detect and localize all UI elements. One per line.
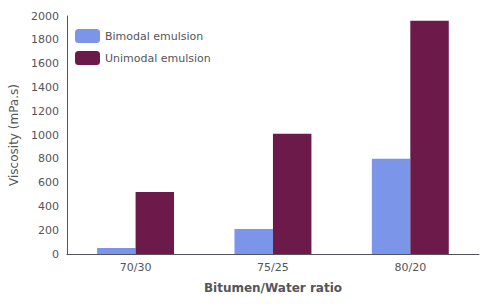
svg-text:70/30: 70/30	[120, 261, 152, 274]
svg-text:Viscosity (mPa.s): Viscosity (mPa.s)	[7, 84, 21, 186]
svg-text:1600: 1600	[31, 57, 59, 70]
svg-text:Unimodal emulsion: Unimodal emulsion	[105, 52, 211, 65]
svg-text:1400: 1400	[31, 81, 59, 94]
svg-text:200: 200	[38, 224, 59, 237]
svg-text:0: 0	[52, 248, 59, 261]
svg-text:75/25: 75/25	[257, 261, 289, 274]
svg-text:1800: 1800	[31, 33, 59, 46]
svg-text:800: 800	[38, 152, 59, 165]
svg-text:80/20: 80/20	[394, 261, 426, 274]
svg-text:2000: 2000	[31, 10, 59, 23]
svg-text:1200: 1200	[31, 105, 59, 118]
svg-text:Bimodal emulsion: Bimodal emulsion	[105, 30, 203, 43]
svg-text:400: 400	[38, 200, 59, 213]
svg-text:Bitumen/Water ratio: Bitumen/Water ratio	[204, 281, 342, 295]
svg-text:600: 600	[38, 176, 59, 189]
svg-text:1000: 1000	[31, 129, 59, 142]
